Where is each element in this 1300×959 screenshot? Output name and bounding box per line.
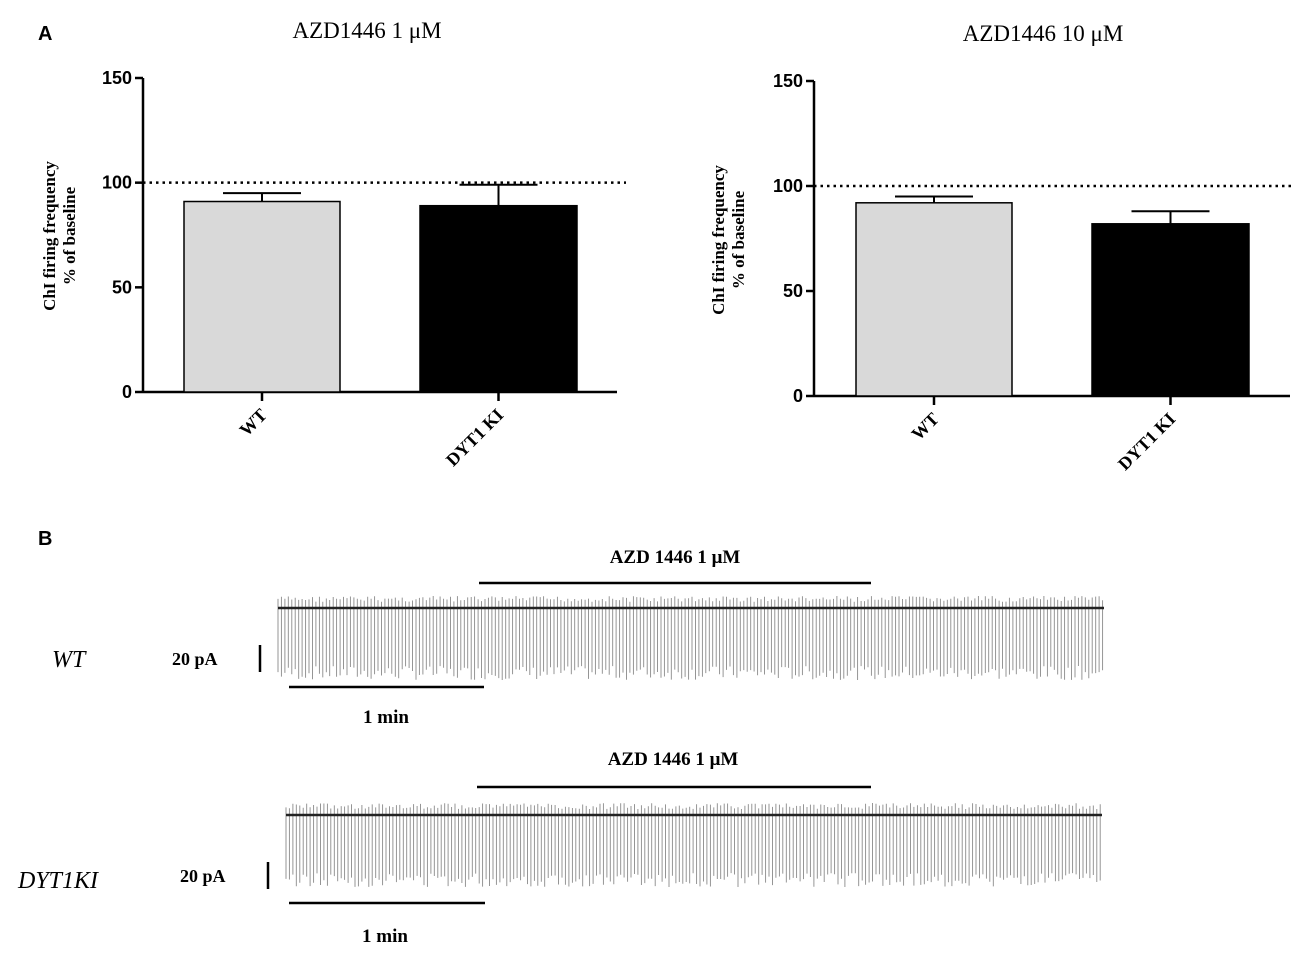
trace-wt: AZD 1446 1 μM WT 20 pA 1 min bbox=[52, 547, 1104, 728]
chart-2-ylabel-line1: ChI firing frequency bbox=[709, 165, 728, 315]
chart-1-category-label-1: WT bbox=[235, 405, 270, 440]
trace-dyt1ki-drug-label: AZD 1446 1 μM bbox=[608, 749, 739, 770]
panel-label-b: B bbox=[38, 528, 52, 550]
chart-1-y-tick-label: 100 bbox=[102, 173, 132, 193]
chart-1-category-label-2: DYT1 KI bbox=[442, 405, 507, 470]
chart-1-bar-1 bbox=[183, 200, 341, 393]
trace-dyt1ki-current-scale-label: 20 pA bbox=[180, 866, 226, 886]
chart-2-title: AZD1446 10 μM bbox=[963, 21, 1124, 46]
chart-1-y-tick-label: 0 bbox=[122, 382, 132, 402]
trace-dyt1ki-time-scale-label: 1 min bbox=[362, 926, 408, 947]
trace-wt-time-scale-label: 1 min bbox=[363, 707, 409, 728]
chart-2-y-tick-label: 100 bbox=[773, 176, 803, 196]
trace-wt-current-scale-label: 20 pA bbox=[172, 649, 218, 669]
trace-dyt1ki: AZD 1446 1 μM DYT1KI 20 pA 1 min bbox=[17, 749, 1102, 947]
trace-2-spikes bbox=[285, 803, 1101, 887]
trace-wt-recording bbox=[277, 596, 1104, 680]
bar-chart-1: AZD1446 1 μM ChI firing frequency % of b… bbox=[40, 18, 626, 470]
trace-1-spikes bbox=[277, 596, 1104, 680]
trace-dyt1ki-recording bbox=[285, 803, 1102, 887]
chart-1-y-tick-label: 150 bbox=[102, 68, 132, 88]
chart-1-bar-2 bbox=[419, 204, 578, 393]
chart-2-bar-1 bbox=[855, 202, 1013, 397]
chart-2-bar-2 bbox=[1091, 223, 1250, 397]
trace-wt-drug-label: AZD 1446 1 μM bbox=[610, 547, 741, 568]
chart-1-title: AZD1446 1 μM bbox=[292, 18, 441, 43]
chart-1-ylabel-line1: ChI firing frequency bbox=[40, 161, 59, 311]
chart-2-y-tick-label: 50 bbox=[783, 281, 803, 301]
chart-1-y-tick-label: 50 bbox=[112, 277, 132, 297]
chart-2-category-label-2: DYT1 KI bbox=[1114, 409, 1179, 474]
trace-dyt1ki-label: DYT1KI bbox=[17, 868, 99, 894]
chart-2-y-tick-label: 0 bbox=[793, 386, 803, 406]
panel-label-a: A bbox=[38, 23, 52, 45]
chart-2-y-tick-label: 150 bbox=[773, 71, 803, 91]
chart-2-ylabel-line2: % of baseline bbox=[729, 190, 748, 289]
trace-wt-label: WT bbox=[52, 647, 87, 673]
chart-2-category-label-1: WT bbox=[907, 409, 942, 444]
bar-chart-2: AZD1446 10 μM ChI firing frequency % of … bbox=[709, 21, 1293, 474]
chart-1-ylabel-line2: % of baseline bbox=[60, 186, 79, 285]
